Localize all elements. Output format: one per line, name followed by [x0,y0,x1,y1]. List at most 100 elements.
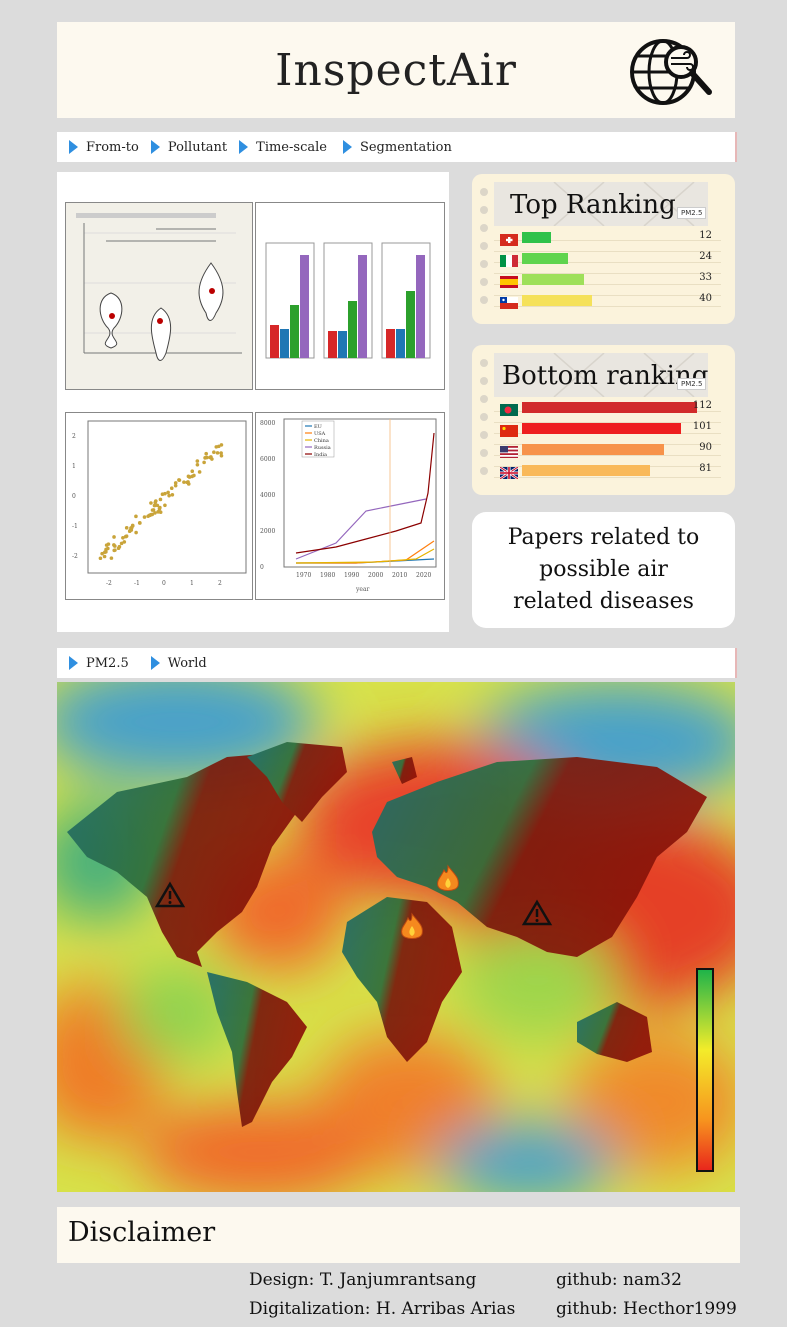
ranking-row[interactable]: 101 [500,421,712,437]
warning-icon[interactable] [154,881,186,908]
papers-line-1: Papers related to [507,525,700,550]
scatter-point [169,486,174,491]
scatter-point [157,507,162,511]
triangle-right-icon [69,656,78,670]
filter-world[interactable]: World [150,656,207,671]
scatter-point [153,500,158,505]
scatter-point [98,556,103,561]
ranking-row[interactable]: 12 [500,230,712,246]
line-x-tick: 2010 [392,572,407,579]
scatter-point [103,550,107,554]
scatter-point [160,492,165,497]
violin-plot[interactable] [65,202,253,390]
china-flag-icon [500,422,518,437]
filter-time-scale[interactable]: Time-scale [239,140,327,155]
world-heatmap[interactable] [57,682,735,1192]
scatter-point [152,503,157,508]
ranking-bar [522,444,664,455]
filter-segmentation[interactable]: Segmentation [342,140,452,155]
ranking-row[interactable]: 90 [500,442,712,458]
scatter-point [163,503,167,508]
scatter-point [215,451,220,455]
line-series [295,548,435,564]
line-y-tick: 2000 [260,528,275,535]
ranking-value: 40 [699,293,712,304]
filter-pollutant[interactable]: Pollutant [150,140,227,155]
digitalization-credit: Digitalization: H. Arribas Arias [249,1299,516,1319]
triangle-right-icon [69,140,78,154]
scatter-y-tick: -1 [72,523,78,530]
disclaimer-title: Disclaimer [68,1217,216,1248]
globe-wind-search-icon[interactable] [629,34,715,108]
scatter-point [153,511,157,515]
ranking-bar [522,274,585,285]
design-github[interactable]: github: nam32 [556,1270,682,1290]
scatter-y-tick: 1 [72,463,76,470]
fire-icon[interactable] [437,864,459,891]
top-ranking-card: Top Ranking PM2.5 12 24 33 40 [472,174,735,324]
line-chart[interactable]: 8000 6000 4000 2000 0 1970 1980 1990 2000 2010 202… [255,412,445,600]
line-y-tick: 0 [260,564,264,571]
grouped-bar-plot[interactable] [255,202,445,390]
scatter-point [137,521,142,525]
ranking-bar [522,253,569,264]
ranking-value: 12 [699,230,712,241]
scatter-point [204,451,208,456]
line-y-tick: 6000 [260,456,275,463]
scatter-point [112,535,116,539]
ranking-row[interactable]: 81 [499,463,712,480]
scatter-y-tick: 2 [72,433,76,440]
scatter-point [187,475,192,479]
line-y-tick: 8000 [260,420,275,427]
papers-line-2: possible air [539,557,668,582]
ranking-value: 81 [699,463,712,474]
scatter-point [155,503,160,508]
scatter-point [150,508,155,512]
ranking-row[interactable]: 33 [500,272,712,288]
scatter-point [106,542,111,546]
scatter-point [106,546,110,551]
warning-icon[interactable] [521,899,553,926]
ranking-value: 112 [692,400,712,411]
scatter-point [182,480,186,484]
scatter-x-tick: -2 [106,580,112,587]
scatter-x-tick: 0 [162,580,166,587]
ranking-value: 101 [692,421,712,432]
line-y-tick: 4000 [260,492,275,499]
scatter-x-tick: -1 [134,580,140,587]
scatter-point [121,535,125,540]
scatter-point [219,451,223,455]
ranking-row[interactable]: 112 [500,400,712,416]
triangle-right-icon [150,656,160,670]
papers-button[interactable]: Papers related to possible air related d… [472,512,735,628]
disclaimer-section[interactable]: Disclaimer [57,1207,740,1263]
scatter-point [177,478,181,482]
ranking-bar [522,232,551,243]
scatter-point [212,450,216,454]
scatter-point [173,481,178,485]
scatter-point [130,523,135,528]
scatter-point [203,456,207,460]
scatter-point [202,460,206,465]
scatter-point [147,513,152,518]
scatter-point [190,469,195,473]
fire-icon[interactable] [401,912,423,939]
filter-from-to[interactable]: From-to [69,140,139,155]
digitalization-github[interactable]: github: Hecthor1999 [556,1299,737,1319]
scatter-point [210,457,214,461]
ranking-row[interactable]: 24 [500,251,712,267]
scatter-point [122,540,127,544]
filter-pm25[interactable]: PM2.5 [69,656,129,671]
scatter-point [124,526,129,530]
scatter-point [195,463,200,467]
ranking-row[interactable]: 40 [500,293,712,309]
plots-panel: -2 -1 0 1 2 -2 -1 0 1 2 8000 6000 4000 2000 0 1970 1980… [57,172,449,632]
scatter-point [116,546,121,551]
filter-bar-map: PM2.5 World [57,648,737,678]
scatter-plot[interactable]: -2 -1 0 1 2 -2 -1 0 1 2 [65,412,253,600]
line-series [295,498,427,560]
pollutant-badge: PM2.5 [677,207,707,219]
scatter-point [113,548,117,552]
scatter-point [219,443,224,447]
ranking-bar [522,295,593,306]
